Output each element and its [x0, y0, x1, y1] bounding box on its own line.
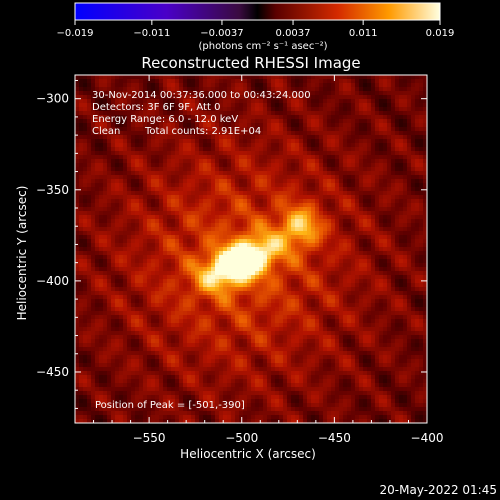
colorbar: −0.019 −0.011 −0.0037 0.0037 0.011 0.019 (pho… — [56, 2, 454, 52]
colorbar-tick-label: 0.019 — [426, 28, 455, 39]
timestamp: 20-May-2022 01:45 — [380, 483, 497, 497]
colorbar-tick-label: 0.011 — [349, 28, 378, 39]
annotation-energy: Energy Range: 6.0 - 12.0 keV — [92, 114, 238, 125]
chart-title: Reconstructed RHESSI Image — [141, 54, 360, 72]
colorbar-gradient — [74, 2, 441, 21]
x-tick-label: −450 — [318, 431, 351, 445]
y-tick-label: −350 — [36, 183, 69, 197]
annotation-counts: Total counts: 2.91E+04 — [144, 126, 261, 137]
colorbar-unit-label: (photons cm⁻² s⁻¹ asec⁻²) — [198, 41, 327, 52]
y-tick-label: −400 — [36, 274, 69, 288]
colorbar-tick-label: −0.0037 — [200, 28, 243, 39]
axis-ticks: −550 −500 −450 −400 −300 −350 −400 −450 — [36, 75, 443, 445]
x-tick-label: −400 — [411, 431, 444, 445]
plot-area: −550 −500 −450 −400 −300 −350 −400 −450 — [36, 74, 443, 445]
colorbar-ticks: −0.019 −0.011 −0.0037 0.0037 0.011 0.019 — [56, 20, 454, 39]
x-tick-label: −550 — [133, 431, 166, 445]
colorbar-tick-label: −0.019 — [56, 28, 93, 39]
colorbar-tick-label: −0.011 — [133, 28, 170, 39]
heatmap-image — [75, 75, 427, 423]
annotation-method: Clean — [92, 126, 120, 137]
annotation-time-range: 30-Nov-2014 00:37:36.000 to 00:43:24.000 — [92, 90, 311, 101]
colorbar-tick-label: 0.0037 — [276, 28, 311, 39]
annotation-peak-position: Position of Peak = [-501,-390] — [95, 400, 245, 411]
y-axis-title: Heliocentric Y (arcsec) — [15, 186, 29, 321]
x-tick-label: −500 — [225, 431, 258, 445]
annotation-detectors: Detectors: 3F 6F 9F, Att 0 — [92, 102, 220, 113]
plot-frame — [74, 74, 428, 424]
annotation-block: 30-Nov-2014 00:37:36.000 to 00:43:24.000… — [92, 90, 311, 411]
y-tick-label: −300 — [36, 92, 69, 106]
x-axis-title: Heliocentric X (arcsec) — [180, 447, 316, 461]
y-tick-label: −450 — [36, 365, 69, 379]
